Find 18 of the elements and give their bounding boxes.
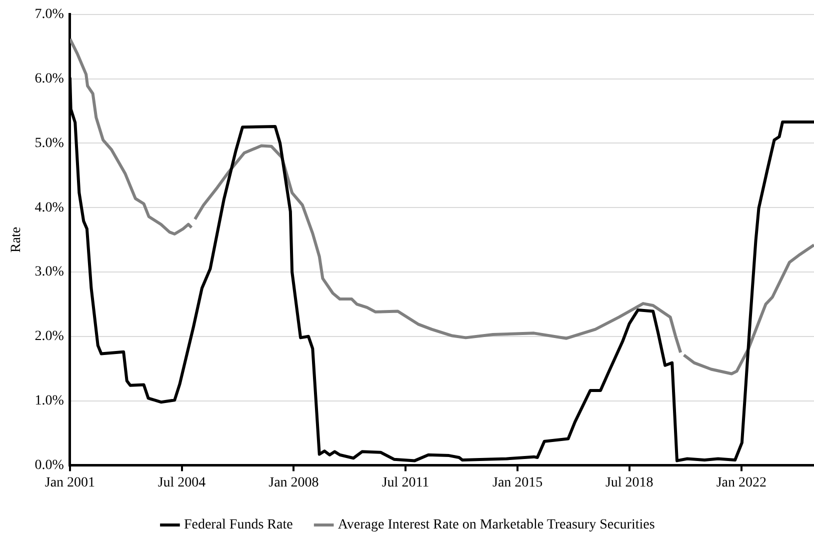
y-tick-label: 4.0% bbox=[34, 200, 64, 216]
y-tick-label: 6.0% bbox=[34, 71, 64, 86]
y-tick-label: 1.0% bbox=[34, 393, 64, 408]
y-tick-label: 5.0% bbox=[34, 136, 64, 151]
x-tick-label: Jul 2004 bbox=[158, 475, 206, 490]
y-axis-title: Rate bbox=[9, 226, 24, 253]
x-tick-label: Jan 2022 bbox=[716, 475, 767, 490]
x-tick-label: Jan 2015 bbox=[492, 475, 543, 490]
legend-label: Average Interest Rate on Marketable Treasury Securities bbox=[338, 518, 655, 533]
y-tick-label: 3.0% bbox=[34, 264, 64, 280]
x-tick-label: Jan 2001 bbox=[44, 475, 96, 490]
x-tick-label: Jul 2018 bbox=[605, 475, 654, 490]
y-tick-label: 7.0% bbox=[34, 7, 64, 22]
x-tick-label: Jan 2008 bbox=[268, 475, 319, 490]
x-tick-label: Jul 2011 bbox=[382, 475, 430, 490]
legend-label: Federal Funds Rate bbox=[184, 518, 293, 533]
y-tick-label: 0.0% bbox=[34, 458, 64, 473]
y-tick-label: 2.0% bbox=[34, 329, 64, 344]
